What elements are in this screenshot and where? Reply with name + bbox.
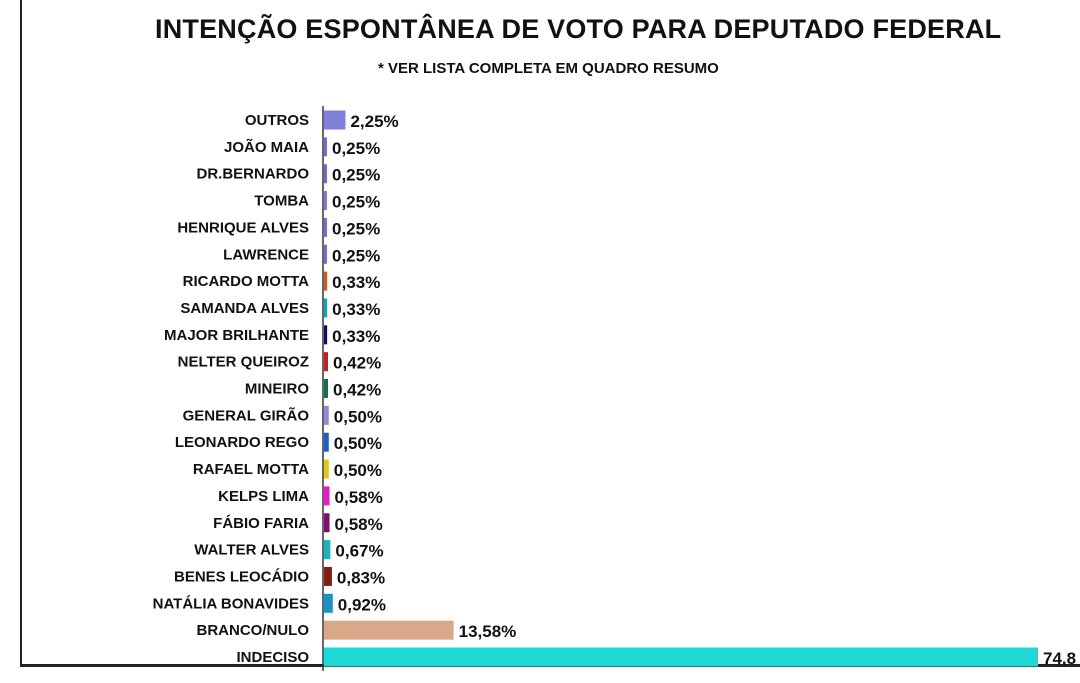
value-label: 0,25% — [332, 219, 380, 238]
bar — [324, 271, 328, 291]
chart-subtitle: * VER LISTA COMPLETA EM QUADRO RESUMO — [378, 60, 719, 77]
category-label: HENRIQUE ALVES — [177, 219, 309, 236]
bar — [324, 647, 1038, 667]
category-label: MINEIRO — [245, 381, 310, 398]
value-label: 0,50% — [334, 461, 382, 480]
bar — [324, 459, 329, 479]
category-label: FÁBIO FARIA — [213, 515, 309, 532]
bar — [324, 164, 327, 184]
bar — [324, 486, 330, 506]
category-label: SAMANDA ALVES — [180, 300, 309, 317]
category-label: MAJOR BRILHANTE — [164, 327, 309, 344]
value-label: 0,42% — [333, 381, 381, 400]
category-label: DR.BERNARDO — [197, 166, 310, 183]
category-label: BRANCO/NULO — [197, 622, 310, 639]
value-label: 0,42% — [333, 354, 381, 373]
value-label: 0,67% — [335, 542, 383, 561]
value-label: 0,25% — [332, 246, 380, 265]
category-label: RICARDO MOTTA — [183, 273, 310, 290]
bar — [324, 325, 328, 345]
category-label: LAWRENCE — [223, 246, 309, 263]
category-label: WALTER ALVES — [194, 542, 309, 559]
category-label: GENERAL GIRÃO — [183, 406, 310, 424]
category-label: NELTER QUEIROZ — [178, 354, 309, 371]
value-label: 0,92% — [338, 595, 386, 614]
value-label: 2,25% — [350, 112, 398, 131]
value-label: 0,33% — [332, 273, 380, 292]
value-label: 74,8 — [1043, 649, 1076, 668]
chart-title: INTENÇÃO ESPONTÂNEA DE VOTO PARA DEPUTAD… — [155, 14, 1002, 44]
value-label: 0,25% — [332, 166, 380, 185]
value-label: 0,50% — [334, 407, 382, 426]
category-label: OUTROS — [245, 112, 309, 129]
bar — [324, 137, 327, 157]
value-label: 0,33% — [332, 327, 380, 346]
value-label: 0,25% — [332, 193, 380, 212]
value-label: 0,58% — [335, 515, 383, 534]
bar — [324, 566, 332, 586]
value-label: 13,58% — [459, 622, 517, 641]
bar — [324, 432, 329, 452]
bar — [324, 540, 331, 560]
value-label: 0,83% — [337, 568, 385, 587]
bar — [324, 191, 327, 211]
bar — [324, 352, 329, 372]
category-label: NATÁLIA BONAVIDES — [153, 595, 309, 612]
bar — [324, 217, 327, 237]
value-label: 0,33% — [332, 300, 380, 319]
value-label: 0,50% — [334, 434, 382, 453]
bar — [324, 379, 329, 398]
value-label: 0,25% — [332, 139, 380, 158]
bar — [324, 405, 329, 425]
category-label: INDECISO — [236, 649, 309, 666]
bar — [324, 298, 328, 318]
bar — [324, 620, 454, 640]
category-label: TOMBA — [254, 193, 309, 210]
bar — [324, 110, 346, 130]
value-label: 0,58% — [335, 488, 383, 507]
bar — [324, 513, 330, 533]
category-label: RAFAEL MOTTA — [193, 461, 309, 478]
category-label: BENES LEOCÁDIO — [174, 568, 309, 585]
bar — [324, 244, 327, 264]
category-label: JOÃO MAIA — [224, 138, 309, 156]
category-label: KELPS LIMA — [218, 488, 309, 505]
bar — [324, 593, 333, 613]
category-label: LEONARDO REGO — [175, 434, 310, 451]
